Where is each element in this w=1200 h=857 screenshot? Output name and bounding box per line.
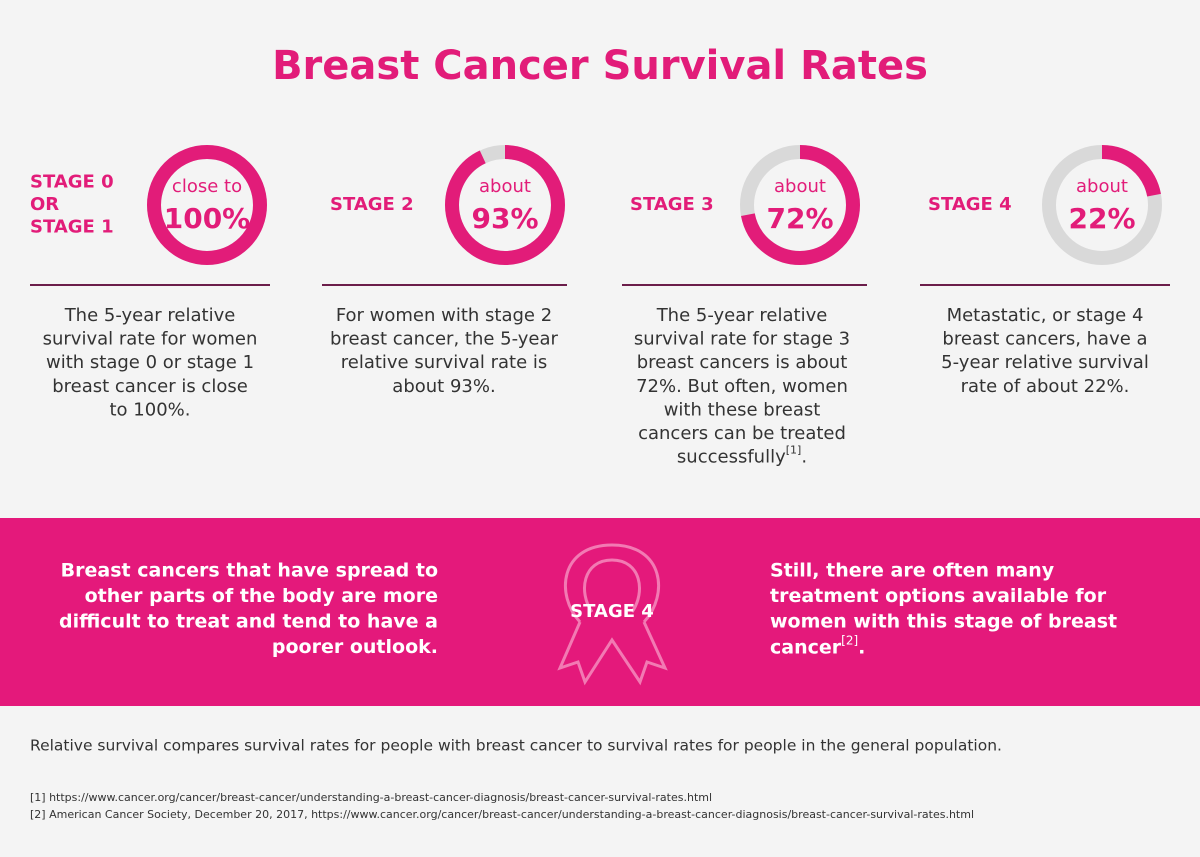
description-line: The 5-year relative (656, 305, 828, 326)
description-text: successfully (677, 447, 786, 468)
description-line: 72%. But often, women (636, 376, 848, 397)
banner-right-line: treatment options available for (770, 585, 1107, 607)
description-line: with these breast (664, 399, 821, 420)
description-line: 5-year relative survival (941, 352, 1149, 373)
reference: [2] American Cancer Society, December 20… (30, 808, 974, 821)
ring-prefix: about (774, 176, 826, 197)
footer-note: Relative survival compares survival rate… (30, 737, 1002, 755)
description-line: relative survival rate is (341, 352, 548, 373)
description-line: breast cancers, have a (942, 329, 1147, 350)
stage-label: STAGE 1 (30, 217, 114, 238)
stage-label: STAGE 0 (30, 172, 114, 193)
description-line: survival rate for women (43, 329, 258, 350)
ring-arc (740, 145, 860, 265)
description-line: with stage 0 or stage 1 (46, 352, 254, 373)
ring-prefix: about (479, 176, 531, 197)
description-text: . (801, 447, 807, 468)
description-line: For women with stage 2 (336, 305, 552, 326)
banner-right-line: women with this stage of breast (770, 611, 1117, 633)
description-line: breast cancer is close (52, 376, 248, 397)
banner-left-line: difficult to treat and tend to have a (59, 611, 438, 633)
banner-text: cancer (770, 636, 842, 658)
description-line: successfully[1]. (677, 444, 807, 468)
description-line: breast cancers is about (637, 352, 848, 373)
banner-left-line: poorer outlook. (272, 636, 438, 658)
stage-label: STAGE 2 (330, 194, 414, 215)
banner-left-line: other parts of the body are more (85, 585, 438, 607)
stage-label: STAGE 4 (928, 194, 1012, 215)
stage-label: OR (30, 194, 59, 215)
description-line: The 5-year relative (64, 305, 236, 326)
description-line: about 93%. (392, 376, 495, 397)
ring-prefix: about (1076, 176, 1128, 197)
ring-arc (445, 145, 565, 265)
banner-right-line: cancer[2]. (770, 633, 865, 658)
ring-arc (1042, 145, 1162, 265)
title: Breast Cancer Survival Rates (272, 43, 928, 89)
description-line: cancers can be treated (638, 423, 846, 444)
banner-center: STAGE 4 (570, 601, 654, 622)
ring-percent: 100% (164, 202, 251, 235)
stage-label: STAGE 3 (630, 194, 714, 215)
banner-right-line: Still, there are often many (770, 560, 1055, 582)
footnote-ref: [1] (786, 444, 802, 457)
description-line: breast cancer, the 5-year (330, 329, 558, 350)
description-line: survival rate for stage 3 (634, 329, 850, 350)
ring-arc (147, 145, 267, 265)
description-line: Metastatic, or stage 4 (947, 305, 1144, 326)
footnote-ref: [2] (841, 633, 858, 647)
ring-percent: 93% (471, 202, 538, 235)
ribbon-icon (557, 543, 668, 686)
banner (0, 518, 1200, 706)
banner-text: . (858, 636, 865, 658)
ring-prefix: close to (172, 176, 242, 197)
banner-left-line: Breast cancers that have spread to (61, 560, 438, 582)
ring-percent: 22% (1068, 202, 1135, 235)
ring-percent: 72% (766, 202, 833, 235)
reference: [1] https://www.cancer.org/cancer/breast… (30, 791, 712, 804)
description-line: rate of about 22%. (961, 376, 1130, 397)
description-line: to 100%. (110, 399, 191, 420)
